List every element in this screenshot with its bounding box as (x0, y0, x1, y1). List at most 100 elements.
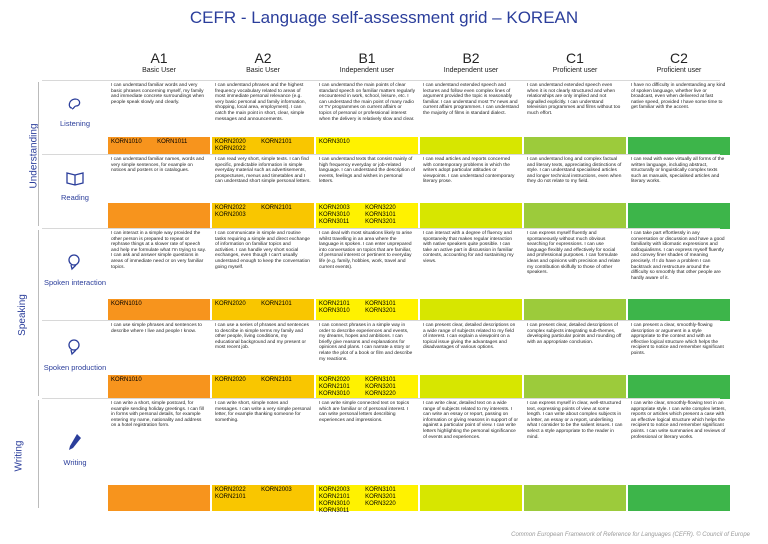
course-code: KORN1010 (111, 377, 142, 383)
descriptor-c1: I can understand long and complex factua… (527, 157, 622, 185)
code-band-b2 (420, 137, 522, 155)
level-label: Basic User (246, 67, 280, 74)
code-band-a1 (108, 203, 210, 229)
code-band-a1: KORN1010 KORN1011 (108, 137, 210, 155)
course-code: KORN2101 (319, 301, 350, 307)
page-title: CEFR - Language self-assessment grid – K… (189, 8, 579, 27)
descriptor-b2: I can read articles and reports concerne… (423, 157, 515, 185)
section-label-text: Understanding (28, 123, 40, 189)
course-code: KORN2020 (215, 377, 246, 383)
code-band-a1: KORN1010 (108, 299, 210, 321)
course-code: KORN3220 (365, 205, 396, 211)
course-code: KORN2101 (215, 494, 246, 500)
descriptor-c2: I can write clear, smoothly-flowing text… (631, 401, 726, 440)
section-divider (38, 82, 39, 226)
descriptor-c1: I can express myself fluently and sponta… (527, 231, 621, 276)
level-label: Independent user (443, 67, 499, 74)
descriptor-b1: I can understand texts that consist main… (319, 157, 416, 185)
code-band-c1 (524, 375, 626, 399)
code-band-b2 (420, 375, 522, 399)
level-code: B1 (358, 50, 376, 66)
descriptor-c1: I can present clear, detailed descriptio… (527, 323, 622, 345)
code-band-c1 (524, 485, 626, 511)
descriptor-c2: I can read with ease virtually all forms… (631, 157, 725, 185)
course-code: KORN2101 (319, 494, 350, 500)
ear-icon (42, 96, 108, 117)
code-band-a2: KORN2022 KORN2101 KORN2003 (212, 203, 314, 229)
footer-credit: Common European Framework of Reference f… (511, 532, 750, 538)
course-code: KORN3011 (319, 219, 350, 225)
descriptor-a1: I can interact in a simple way provided … (111, 231, 206, 270)
course-code: KORN2101 (261, 139, 292, 145)
course-code: KORN2003 (319, 487, 350, 493)
level-label: Basic User (142, 67, 176, 74)
code-band-a1: KORN1010 (108, 375, 210, 399)
skill-name: Listening (59, 119, 91, 128)
skill-name: Writing (63, 458, 87, 467)
level-header-a2: A2 Basic User (212, 48, 314, 80)
section-label-writing: Writing (2, 398, 36, 510)
course-code: KORN2022 (215, 146, 246, 152)
code-band-b2 (420, 203, 522, 229)
descriptor-c2: I can take part effortlessly in any conv… (631, 231, 725, 281)
course-code: KORN3201 (365, 219, 396, 225)
skill-label-cell: Writing (42, 433, 108, 467)
level-label: Proficient user (656, 67, 702, 74)
course-code: KORN3101 (365, 301, 396, 307)
level-code: C1 (566, 50, 584, 66)
skill-label-cell: Spoken interaction (42, 253, 108, 287)
level-header-b2: B2 Independent user (420, 48, 522, 80)
code-band-b2 (420, 485, 522, 511)
code-band-a2: KORN2020 KORN2101 (212, 299, 314, 321)
descriptor-a1: I can write a short, simple postcard, fo… (111, 401, 204, 429)
descriptor-b2: I can interact with a degree of fluency … (423, 231, 514, 264)
descriptor-c2: I can present a clear, smoothly-flowing … (631, 323, 724, 356)
section-label-understanding: Understanding (2, 80, 40, 228)
code-band-c2 (628, 299, 730, 321)
course-code: KORN3201 (365, 384, 396, 390)
descriptor-a1: I can understand familiar words and very… (111, 83, 205, 105)
level-code: C2 (670, 50, 688, 66)
course-code: KORN3010 (319, 139, 350, 145)
course-code: KORN2003 (261, 487, 292, 493)
code-band-b1: KORN2101 KORN3101 KORN3010 KORN3201 (316, 299, 418, 321)
descriptor-b2: I can write clear, detailed text on a wi… (423, 401, 518, 440)
skill-name: Reading (61, 193, 89, 202)
descriptor-c1: I can express myself in clear, well-stru… (527, 401, 623, 440)
course-code: KORN2022 (215, 205, 246, 211)
skill-row-spoken-interaction: Spoken interaction KORN1010 I can interact… (42, 228, 730, 321)
skill-label-cell: Reading (42, 170, 108, 202)
code-band-b1: KORN3010 (316, 137, 418, 155)
skill-row-spoken-production: Spoken production KORN1010 I can use simpl… (42, 320, 730, 399)
level-header-b1: B1 Independent user (316, 48, 418, 80)
section-divider (38, 230, 39, 396)
course-code: KORN2022 (215, 487, 246, 493)
course-code: KORN3101 (365, 377, 396, 383)
code-band-b1: KORN2020 KORN3101 KORN2101 KORN3201 KORN3010… (316, 375, 418, 399)
course-code: KORN3101 (365, 212, 396, 218)
skill-label-cell: Spoken production (42, 338, 108, 372)
code-band-c1 (524, 299, 626, 321)
course-code: KORN3010 (319, 212, 350, 218)
descriptor-a1: I can use simple phrases and sentences t… (111, 323, 202, 334)
code-band-c2 (628, 137, 730, 155)
course-code: KORN3101 (365, 487, 396, 493)
speech-head-icon (42, 338, 108, 361)
section-label-speaking: Speaking (2, 228, 36, 398)
level-code: B2 (462, 50, 480, 66)
speech-head-icon (42, 253, 108, 276)
descriptor-a2: I can understand phrases and the highest… (215, 83, 306, 122)
code-band-c2 (628, 203, 730, 229)
level-header-c1: C1 Proficient user (524, 48, 626, 80)
descriptor-a2: I can use a series of phrases and senten… (215, 323, 309, 351)
course-code: KORN2101 (261, 377, 292, 383)
section-divider (38, 400, 39, 508)
level-header-a1: A1 Basic User (108, 48, 210, 80)
code-band-c2 (628, 375, 730, 399)
skill-label-cell: Listening (42, 96, 108, 128)
code-band-a2: KORN2022 KORN2003 KORN2101 (212, 485, 314, 511)
skill-row-listening: Listening KORN1010 KORN1011 I can understan… (42, 80, 730, 155)
code-band-a2: KORN2020 KORN2101 (212, 375, 314, 399)
descriptor-a2: I can communicate in simple and routine … (215, 231, 310, 270)
assessment-grid: A1 Basic User A2 Basic User B1 Independent us… (42, 48, 730, 514)
